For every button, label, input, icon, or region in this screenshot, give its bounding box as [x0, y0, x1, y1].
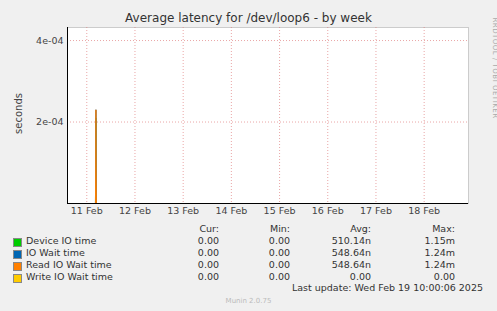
html-text:1.15m: 1.15m	[424, 235, 455, 246]
svg-text:4e-04: 4e-04	[36, 35, 63, 46]
html-text:Max:: Max:	[432, 223, 455, 234]
html-text:1.24m: 1.24m	[424, 247, 455, 258]
html-text:0.00: 0.00	[197, 259, 219, 270]
html-text:0.00: 0.00	[197, 271, 219, 282]
html-text:1.24m: 1.24m	[424, 259, 455, 270]
html-text:548.64n: 548.64n	[331, 259, 371, 270]
html-text:0.00: 0.00	[433, 271, 455, 282]
html-text:Min:: Min:	[269, 223, 290, 234]
svg-text:17 Feb: 17 Feb	[360, 205, 392, 216]
svg-text:13 Feb: 13 Feb	[167, 205, 199, 216]
html-text:0.00: 0.00	[268, 247, 290, 258]
html-text:548.64n: 548.64n	[331, 247, 371, 258]
svg-text:14 Feb: 14 Feb	[215, 205, 247, 216]
html-text:510.14n: 510.14n	[331, 235, 371, 246]
html-text:Write IO Wait time: Write IO Wait time	[26, 271, 113, 282]
html-text:Read IO Wait time: Read IO Wait time	[26, 259, 112, 270]
svg-text:15 Feb: 15 Feb	[264, 205, 296, 216]
html-text:0.00: 0.00	[268, 259, 290, 270]
svg-text:11 Feb: 11 Feb	[71, 205, 103, 216]
html-text:Avg:: Avg:	[350, 223, 371, 234]
svg-text:12 Feb: 12 Feb	[119, 205, 151, 216]
html-text:0.00: 0.00	[197, 235, 219, 246]
html-text:IO Wait time: IO Wait time	[26, 247, 85, 258]
svg-text:16 Feb: 16 Feb	[312, 205, 344, 216]
html-text:0.00: 0.00	[268, 235, 290, 246]
svg-text:2e-04: 2e-04	[36, 116, 63, 127]
html-text:0.00: 0.00	[268, 271, 290, 282]
html-text:Cur:: Cur:	[199, 223, 219, 234]
html-text:Device IO time: Device IO time	[26, 235, 97, 246]
html-text:seconds: seconds	[12, 93, 24, 134]
html-text:Last update: Wed Feb 19 10:00:: Last update: Wed Feb 19 10:00:06 2025	[292, 282, 483, 293]
html-text:0.00: 0.00	[349, 271, 371, 282]
html-text:Munin 2.0.75: Munin 2.0.75	[225, 297, 272, 305]
html-text:Average latency for /dev/loop6: Average latency for /dev/loop6 - by week	[125, 11, 372, 25]
svg-text:18 Feb: 18 Feb	[408, 205, 440, 216]
html-text:0.00: 0.00	[197, 247, 219, 258]
